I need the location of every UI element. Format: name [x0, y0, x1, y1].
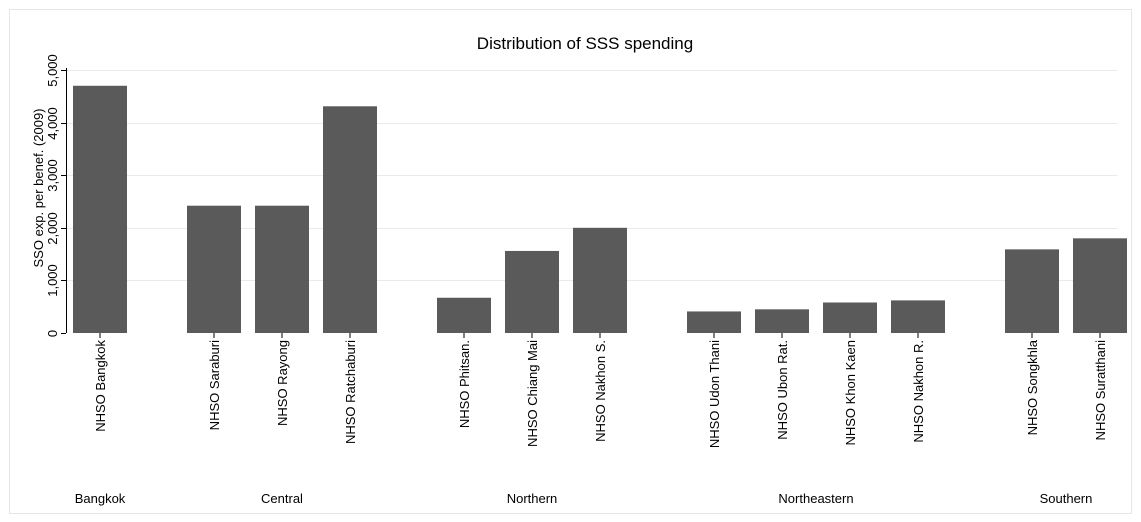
- bar: [437, 297, 491, 333]
- y-tick-labels: 0 1,000 2,000 3,000 4,000 5,000: [45, 54, 60, 337]
- bar: [187, 205, 241, 333]
- bar: [73, 85, 127, 333]
- bar: [323, 106, 377, 333]
- bars: [73, 85, 1127, 333]
- group-label: Central: [261, 491, 303, 506]
- bar: [505, 250, 559, 333]
- x-tick-label: NHSO Songkhla: [1025, 339, 1040, 435]
- group-label: Northern: [507, 491, 558, 506]
- x-tick-labels: NHSO Bangkok NHSO Saraburi NHSO Rayong NHSO…: [93, 339, 1108, 448]
- y-tick-label: 5,000: [45, 54, 60, 87]
- y-tick-label: 0: [45, 330, 60, 337]
- y-tick-label: 4,000: [45, 107, 60, 140]
- bar: [255, 205, 309, 333]
- group-label: Southern: [1040, 491, 1093, 506]
- bar: [687, 311, 741, 333]
- x-tick-label: NHSO Nakhon S.: [593, 340, 608, 442]
- x-tick-label: NHSO Chiang Mai: [525, 340, 540, 447]
- bar: [1005, 249, 1059, 333]
- x-tick-label: NHSO Rayong: [275, 340, 290, 426]
- x-tick-label: NHSO Khon Kaen: [843, 340, 858, 446]
- group-label: Northeastern: [778, 491, 853, 506]
- x-tick-label: NHSO Ratchaburi: [343, 340, 358, 444]
- y-axis-label: SSO exp. per benef. (2009): [31, 109, 46, 268]
- axes: [61, 68, 1101, 338]
- x-tick-label: NHSO Bangkok: [93, 340, 108, 432]
- x-tick-label: NHSO Nakhon R.: [911, 340, 926, 443]
- y-tick-label: 1,000: [45, 264, 60, 297]
- bar: [755, 309, 809, 333]
- x-tick-label: NHSO Suratthani: [1093, 340, 1108, 441]
- x-tick-label: NHSO Udon Thani: [707, 340, 722, 448]
- group-label: Bangkok: [75, 491, 126, 506]
- y-tick-label: 2,000: [45, 212, 60, 245]
- bar: [891, 300, 945, 333]
- group-labels: Bangkok Central Northern Northeastern Southe…: [75, 491, 1093, 506]
- x-tick-label: NHSO Ubon Rat.: [775, 340, 790, 440]
- bar: [823, 302, 877, 333]
- gridlines: [66, 70, 1117, 281]
- x-tick-label: NHSO Phitsan.: [457, 340, 472, 428]
- chart-frame: [9, 9, 1132, 514]
- y-tick-label: 3,000: [45, 159, 60, 192]
- x-tick-label: NHSO Saraburi: [207, 340, 222, 430]
- bar: [573, 227, 627, 333]
- chart-title: Distribution of SSS spending: [477, 34, 693, 53]
- bar: [1073, 238, 1127, 333]
